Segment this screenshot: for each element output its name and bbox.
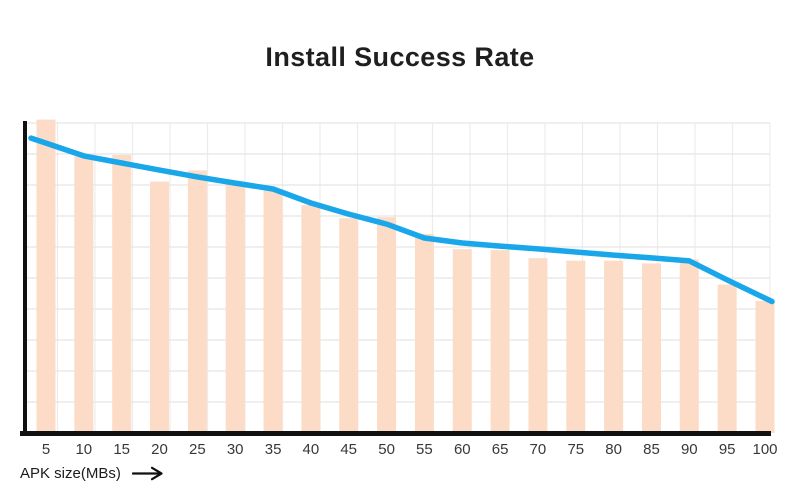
x-axis-caption: APK size(MBs) bbox=[20, 465, 168, 482]
x-tick-100: 100 bbox=[752, 441, 777, 458]
y-axis-line bbox=[23, 121, 27, 436]
bar-70 bbox=[528, 258, 548, 433]
bar-10 bbox=[74, 156, 94, 434]
bar-30 bbox=[225, 183, 245, 433]
bar-15 bbox=[112, 154, 132, 433]
x-tick-60: 60 bbox=[454, 441, 471, 458]
x-tick-45: 45 bbox=[340, 441, 357, 458]
bar-95 bbox=[717, 284, 737, 433]
x-tick-55: 55 bbox=[416, 441, 433, 458]
bar-75 bbox=[566, 260, 586, 433]
long-right-arrow-icon bbox=[131, 466, 163, 481]
x-tick-90: 90 bbox=[681, 441, 698, 458]
bar-35 bbox=[263, 189, 283, 433]
x-tick-20: 20 bbox=[151, 441, 168, 458]
bar-80 bbox=[604, 260, 624, 433]
x-tick-75: 75 bbox=[567, 441, 584, 458]
bar-25 bbox=[187, 170, 207, 433]
x-tick-40: 40 bbox=[303, 441, 320, 458]
bar-55 bbox=[414, 233, 434, 433]
trend-line bbox=[28, 135, 775, 305]
x-tick-5: 5 bbox=[42, 441, 50, 458]
bar-45 bbox=[339, 218, 359, 433]
bar-85 bbox=[641, 263, 661, 433]
x-tick-25: 25 bbox=[189, 441, 206, 458]
x-axis-title: APK size(MBs) bbox=[20, 465, 121, 482]
x-tick-85: 85 bbox=[643, 441, 660, 458]
x-axis-line bbox=[20, 431, 771, 436]
bar-5 bbox=[36, 119, 56, 433]
x-tick-70: 70 bbox=[530, 441, 547, 458]
x-tick-65: 65 bbox=[492, 441, 509, 458]
x-tick-35: 35 bbox=[265, 441, 282, 458]
bar-100 bbox=[755, 300, 775, 433]
x-tick-labels: 5 10 15 20 25 30 35 40 45 50 55 60 65 70 75 80 85 90 95 100 bbox=[42, 441, 778, 458]
bar-60 bbox=[452, 249, 472, 433]
bar-90 bbox=[679, 259, 699, 433]
bar-65 bbox=[490, 250, 510, 433]
x-tick-30: 30 bbox=[227, 441, 244, 458]
chart-title: Install Success Rate bbox=[265, 42, 535, 72]
x-tick-95: 95 bbox=[719, 441, 736, 458]
bar-40 bbox=[301, 205, 321, 433]
x-tick-15: 15 bbox=[113, 441, 130, 458]
bar-50 bbox=[377, 217, 397, 433]
x-tick-80: 80 bbox=[605, 441, 622, 458]
bar-series bbox=[36, 119, 775, 434]
bar-20 bbox=[150, 181, 170, 433]
x-tick-50: 50 bbox=[378, 441, 395, 458]
x-tick-10: 10 bbox=[75, 441, 92, 458]
